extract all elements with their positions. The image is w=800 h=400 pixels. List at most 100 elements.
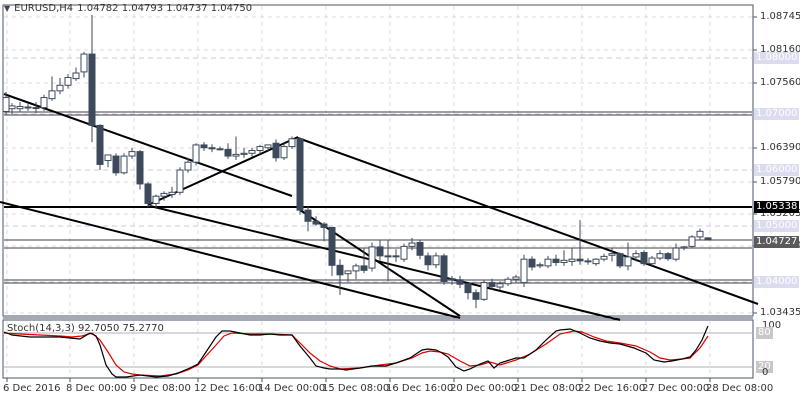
price-tick-label: 1.08745 <box>760 11 800 22</box>
stoch-axis-label: 20 <box>756 361 773 373</box>
candle-bull <box>104 154 112 162</box>
candle-bull <box>624 256 632 267</box>
candle-bear <box>224 148 232 157</box>
candle-bull <box>248 149 256 154</box>
candle-bear <box>376 246 384 257</box>
stoch-signal-line <box>3 330 709 377</box>
candle-bear <box>296 138 304 211</box>
candle-bear <box>664 253 672 260</box>
stoch-axis-label: 80 <box>756 327 773 339</box>
candle-bear <box>616 253 624 267</box>
trendline <box>149 205 621 321</box>
candle-bull <box>192 144 200 163</box>
candle-bull <box>40 97 48 109</box>
candle-bull <box>288 138 296 148</box>
trendline <box>0 201 461 319</box>
candle-bull <box>592 258 600 265</box>
price-tick-label: 1.07560 <box>760 77 800 88</box>
candle-bull <box>160 192 168 197</box>
candle-bull <box>256 146 264 151</box>
candle-bull <box>80 53 88 73</box>
candle-bear <box>336 264 344 276</box>
candle-bear <box>136 151 144 185</box>
stoch-main-line <box>3 325 709 378</box>
candle-bull <box>352 265 360 272</box>
candle-bear <box>312 220 320 225</box>
candle-bull <box>536 264 544 267</box>
candle-bear <box>640 252 648 265</box>
round-level-tag: 1.07000 <box>754 108 800 120</box>
candle-bear <box>576 258 584 262</box>
time-axis-label: 27 Dec 00:00 <box>642 383 710 394</box>
price-tick-label: 1.05205 <box>760 208 800 219</box>
candle-bull <box>216 148 224 151</box>
trendline <box>297 137 759 305</box>
candle-bear <box>448 278 456 281</box>
triangle-down-icon[interactable]: ▼ <box>4 4 11 13</box>
candle-bull <box>672 247 680 260</box>
candle-bull <box>128 151 136 157</box>
candle-bear <box>528 258 536 268</box>
stoch-pane-frame <box>2 319 754 379</box>
stoch-axis-label: 100 <box>762 320 782 331</box>
candle-bear <box>472 292 480 300</box>
candle-bull <box>432 255 440 266</box>
candle-bull <box>480 282 488 300</box>
round-level-tag: 1.08000 <box>754 52 800 64</box>
candle-bull <box>680 246 688 249</box>
candle-bull <box>568 258 576 262</box>
round-level-tag: 1.04000 <box>754 276 800 288</box>
time-axis-label: 21 Dec 08:00 <box>514 383 582 394</box>
candle-bull <box>344 270 352 275</box>
price-tick-label: 1.03435 <box>760 307 800 318</box>
time-axis-label: 14 Dec 00:00 <box>258 383 326 394</box>
candle-bull <box>64 76 72 86</box>
candle-bear <box>304 209 312 222</box>
candle-bear <box>88 53 96 126</box>
candle-bear <box>320 223 328 228</box>
round-level-tag: 1.05000 <box>754 220 800 232</box>
candle-bear <box>32 107 40 110</box>
candle-bull <box>384 255 392 258</box>
candle-bull <box>408 242 416 247</box>
candle-bear <box>456 279 464 285</box>
candle-bear <box>424 255 432 266</box>
candle-bear <box>440 255 448 282</box>
candle-bull <box>2 97 10 112</box>
candle-bull <box>544 258 552 267</box>
candle-bull <box>16 105 24 110</box>
candle-bull <box>560 259 568 264</box>
price-tick-label: 1.08160 <box>760 44 800 55</box>
time-axis-label: 12 Dec 16:00 <box>194 383 262 394</box>
candle-bear <box>96 124 104 165</box>
candle-bear <box>328 226 336 266</box>
candle-bull <box>240 152 248 155</box>
candle-bear <box>360 265 368 271</box>
candle-bull <box>120 155 128 174</box>
ohlc-values: 1.04782 1.04793 1.04737 1.04750 <box>77 3 253 14</box>
candle-bull <box>176 169 184 193</box>
candle-bull <box>656 253 664 259</box>
candle-bull <box>264 144 272 149</box>
time-axis-label: 20 Dec 00:00 <box>450 383 518 394</box>
candle-bull <box>696 230 704 238</box>
current-price-tag: 1.04727 <box>754 236 800 248</box>
candle-bull <box>280 146 288 159</box>
candle-bull <box>72 72 80 80</box>
candle-bear <box>464 283 472 294</box>
candle-bull <box>168 191 176 196</box>
candle-bear <box>112 155 120 174</box>
candle-bull <box>8 105 16 110</box>
candle-bull <box>688 236 696 247</box>
time-axis-label: 28 Dec 08:00 <box>706 383 774 394</box>
time-axis-label: 15 Dec 08:00 <box>322 383 390 394</box>
candle-bull <box>56 84 64 92</box>
candle-bull <box>512 276 520 280</box>
candle-bull <box>600 255 608 260</box>
symbol-timeframe: EURUSD,H4 <box>14 3 74 14</box>
candle-bear <box>552 258 560 264</box>
candle-bull <box>496 283 504 288</box>
chart-title: ▼ EURUSD,H4 1.04782 1.04793 1.04737 1.04… <box>4 3 252 14</box>
time-axis-label: 8 Dec 00:00 <box>66 383 127 394</box>
